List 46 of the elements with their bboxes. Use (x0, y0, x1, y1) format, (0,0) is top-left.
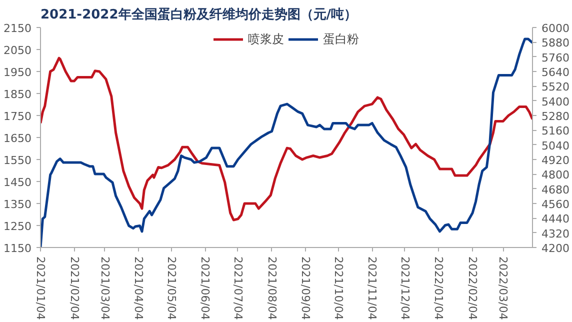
x-tick-label: 2021/08/04 (265, 256, 278, 320)
x-tick-label: 2021/06/04 (198, 256, 212, 320)
x-tick-label: 2021/11/04 (366, 256, 379, 320)
y2-tick-label: 5640 (542, 66, 570, 79)
chart-title: 2021-2022年全国蛋白粉及纤维均价走势图（元/吨） (40, 6, 358, 22)
y2-tick-label: 5520 (542, 80, 570, 94)
x-tick-label: 2022/02/04 (466, 256, 479, 320)
x-tick-label: 2021/05/04 (164, 256, 178, 320)
y-tick-label: 1650 (4, 132, 32, 145)
y-tick-label: 1350 (4, 198, 32, 211)
y2-tick-label: 5040 (542, 139, 570, 152)
x-tick-label: 2021/10/04 (332, 256, 345, 320)
y2-tick-label: 4680 (542, 183, 570, 196)
y2-tick-label: 5760 (542, 51, 570, 64)
x-tick-label: 2021/01/04 (34, 256, 47, 320)
y2-tick-label: 4320 (542, 227, 570, 240)
x-tick-label: 2021/12/04 (398, 256, 412, 320)
y2-tick-label: 4560 (542, 198, 570, 211)
x-tick-label: 2022/03/04 (496, 256, 510, 320)
y-tick-label: 1950 (4, 66, 32, 79)
y2-tick-label: 5280 (542, 110, 570, 123)
x-tick-label: 2021/03/04 (98, 256, 112, 320)
y2-tick-label: 6000 (542, 22, 570, 35)
legend-label: 蛋白粉 (323, 30, 359, 48)
y-tick-label: 1250 (4, 220, 32, 233)
y-tick-label: 1750 (4, 110, 32, 123)
y2-tick-label: 4440 (542, 212, 570, 226)
y2-tick-label: 4200 (542, 242, 570, 255)
y-tick-label: 2150 (4, 22, 32, 35)
y-tick-label: 1150 (4, 242, 32, 255)
y-tick-label: 1450 (4, 176, 32, 189)
x-tick-label: 2021/02/04 (68, 256, 81, 320)
x-tick-label: 2021/07/04 (231, 256, 244, 320)
y2-tick-label: 4920 (542, 154, 570, 167)
y2-tick-label: 4800 (542, 168, 570, 182)
y2-tick-label: 5160 (542, 124, 570, 138)
line-series (40, 56, 532, 222)
y-tick-label: 2050 (4, 44, 32, 57)
y-tick-label: 1550 (4, 154, 32, 167)
x-tick-label: 2021/04/04 (132, 256, 146, 320)
y2-tick-label: 5400 (542, 95, 570, 108)
x-tick-label: 2021/09/04 (299, 256, 312, 320)
y2-tick-label: 5880 (542, 36, 570, 50)
legend-label: 喷浆皮 (248, 30, 284, 48)
y-tick-label: 1850 (4, 88, 32, 101)
x-tick-label: 2022/01/04 (432, 256, 446, 320)
